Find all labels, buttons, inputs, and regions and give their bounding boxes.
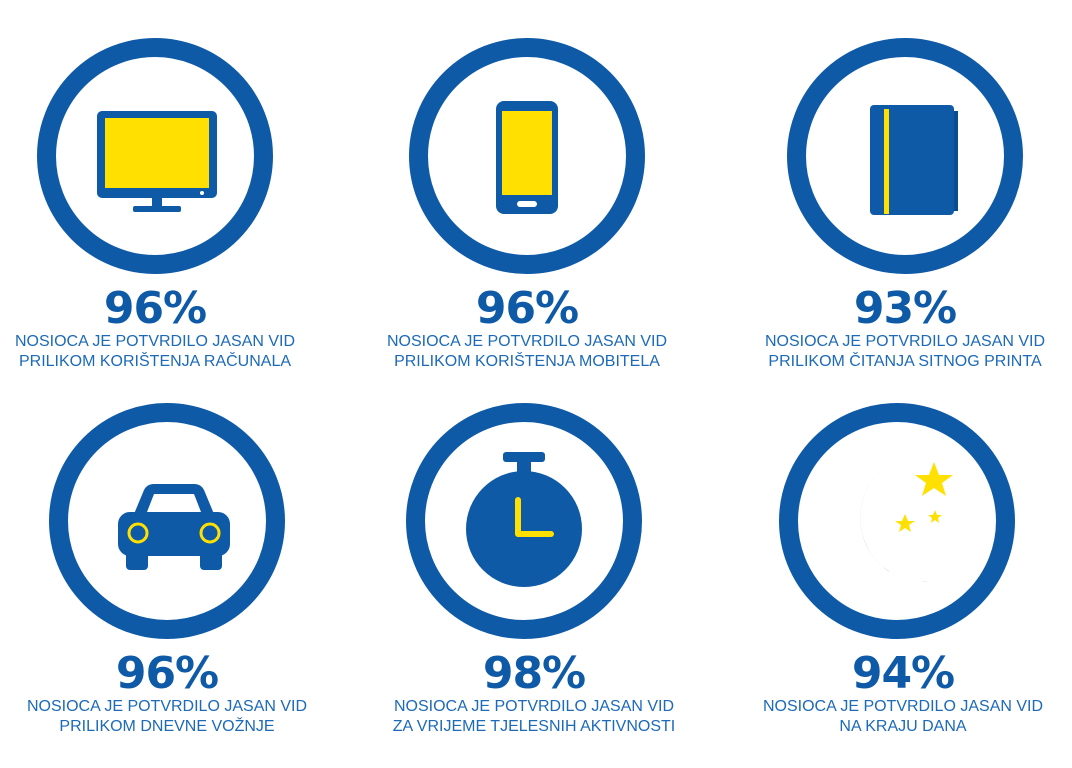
percentage-value: 98% xyxy=(482,648,586,699)
stat-card-driving: 96% NOSIOCA JE POTVRDILO JASAN VID PRILI… xyxy=(0,403,347,763)
icon-ring xyxy=(787,38,1023,274)
percentage-value: 93% xyxy=(853,283,957,334)
stat-description: NOSIOCA JE POTVRDILO JASAN VID ZA VRIJEM… xyxy=(392,698,676,735)
book-icon xyxy=(870,105,958,215)
car-icon xyxy=(118,484,230,570)
icon-ring xyxy=(37,38,273,274)
smartphone-icon xyxy=(496,101,558,214)
percentage-value: 96% xyxy=(103,283,207,334)
icon-ring xyxy=(406,403,642,639)
stat-card-end-of-day: 94% NOSIOCA JE POTVRDILO JASAN VID NA KR… xyxy=(723,403,1072,763)
stat-card-mobile: 96% NOSIOCA JE POTVRDILO JASAN VID PRILI… xyxy=(347,38,707,398)
icon-ring xyxy=(49,403,285,639)
stat-description: NOSIOCA JE POTVRDILO JASAN VID PRILIKOM … xyxy=(764,333,1046,370)
stat-card-computer: 96% NOSIOCA JE POTVRDILO JASAN VID PRILI… xyxy=(0,38,335,398)
percentage-value: 94% xyxy=(851,648,955,699)
stat-description: NOSIOCA JE POTVRDILO JASAN VID PRILIKOM … xyxy=(14,333,296,370)
icon-ring xyxy=(779,403,1015,639)
stat-description: NOSIOCA JE POTVRDILO JASAN VID PRILIKOM … xyxy=(26,698,308,735)
icon-ring xyxy=(409,38,645,274)
stat-description: NOSIOCA JE POTVRDILO JASAN VID NA KRAJU … xyxy=(762,698,1044,735)
stopwatch-icon xyxy=(466,452,582,587)
stat-description: NOSIOCA JE POTVRDILO JASAN VID PRILIKOM … xyxy=(386,333,668,370)
moon-stars-icon xyxy=(860,462,958,582)
percentage-value: 96% xyxy=(475,283,579,334)
stat-card-activity: 98% NOSIOCA JE POTVRDILO JASAN VID ZA VR… xyxy=(354,403,714,763)
stat-card-book: 93% NOSIOCA JE POTVRDILO JASAN VID PRILI… xyxy=(725,38,1072,398)
percentage-value: 96% xyxy=(115,648,219,699)
monitor-icon xyxy=(97,111,217,212)
